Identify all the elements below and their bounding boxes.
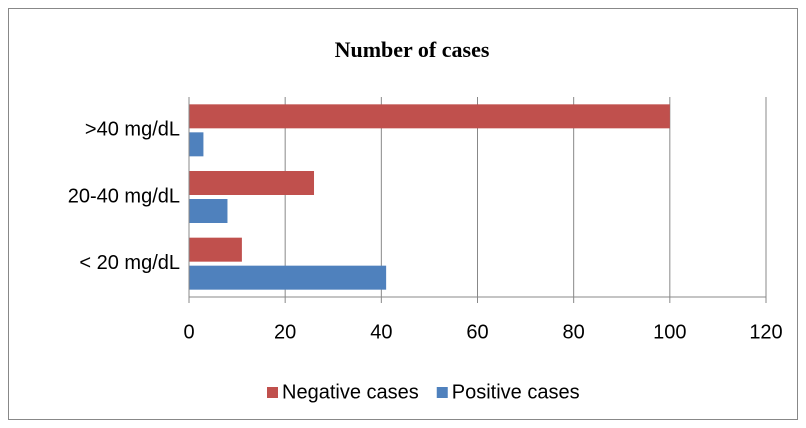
bar [189, 171, 315, 195]
chart-title: Number of cases [335, 37, 490, 62]
bar [189, 132, 204, 157]
y-tick-label: < 20 mg/dL [79, 252, 180, 274]
x-tick-label: 80 [563, 321, 585, 343]
x-tick-label: 100 [653, 321, 686, 343]
chart-frame [8, 8, 798, 420]
x-tick-label: 120 [749, 321, 782, 343]
x-tick-label: 40 [370, 321, 392, 343]
legend-swatch [267, 387, 278, 398]
legend-label: Positive cases [452, 381, 580, 403]
bar [189, 104, 670, 129]
x-tick-label: 60 [466, 321, 488, 343]
y-tick-label: 20-40 mg/dL [68, 185, 180, 207]
bar [189, 199, 228, 223]
x-tick-label: 0 [183, 321, 194, 343]
legend-swatch [436, 387, 448, 398]
bar [189, 237, 242, 262]
x-tick-label: 20 [274, 321, 296, 343]
bar [189, 265, 387, 290]
y-tick-label: >40 mg/dL [85, 119, 180, 141]
legend-label: Negative cases [282, 381, 419, 403]
